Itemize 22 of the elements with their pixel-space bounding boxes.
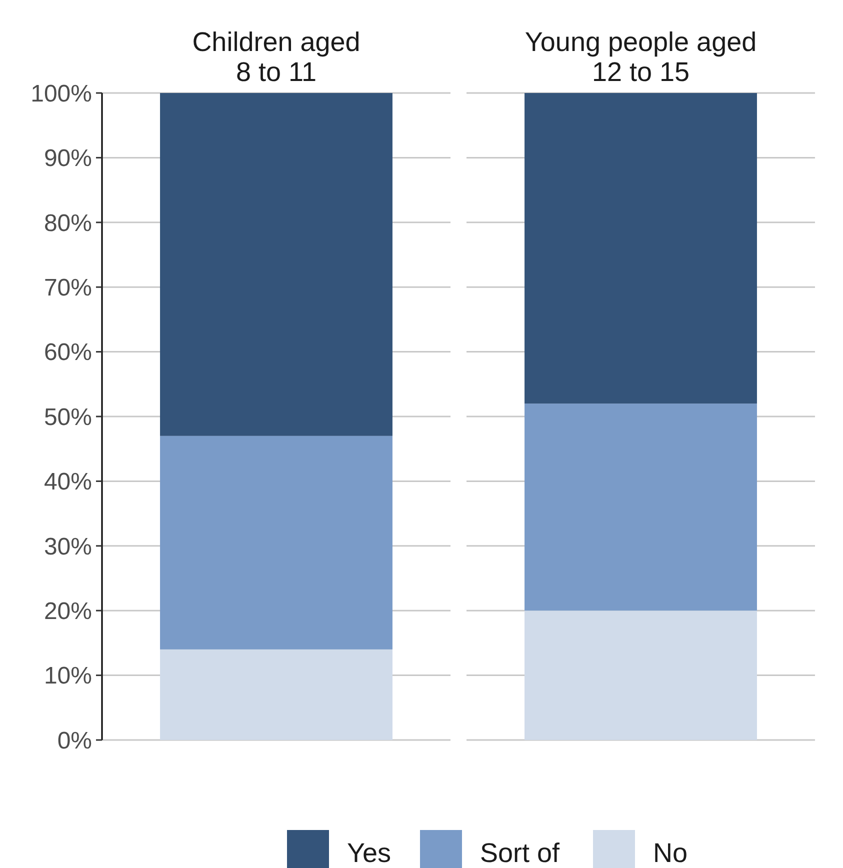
y-tick-label: 70% [44, 274, 92, 302]
x-tick-label: Children aged 8 to 11 [192, 27, 360, 87]
bar [160, 649, 392, 740]
bar [524, 93, 757, 404]
bar [524, 404, 757, 611]
bar [160, 93, 392, 436]
y-tick-label: 10% [44, 662, 92, 690]
y-tick-label: 40% [44, 468, 92, 496]
y-tick-label: 30% [44, 533, 92, 560]
y-tick-label: 100% [30, 80, 92, 108]
x-tick-label: Young people aged 12 to 15 [524, 27, 757, 87]
bar [160, 436, 392, 650]
y-tick-label: 90% [44, 145, 92, 172]
y-tick-label: 50% [44, 404, 92, 431]
bar [524, 610, 757, 740]
y-tick-label: 60% [44, 339, 92, 366]
legend-label: No [653, 838, 688, 868]
y-tick-label: 20% [44, 598, 92, 625]
y-tick-label: 80% [44, 210, 92, 237]
legend-label: Yes [347, 838, 392, 868]
legend-label: Sort of [480, 838, 560, 868]
y-tick-label: 0% [57, 727, 92, 754]
